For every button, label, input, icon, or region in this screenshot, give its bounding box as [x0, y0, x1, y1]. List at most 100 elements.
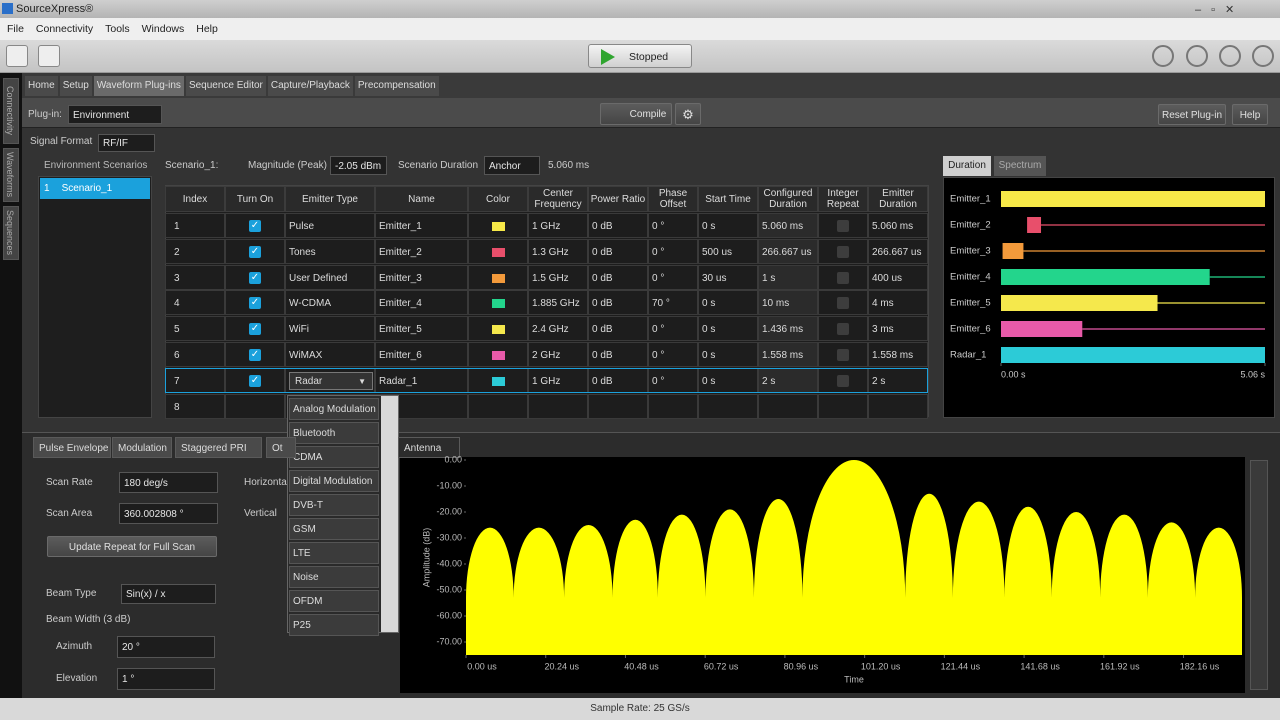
- dropdown-item[interactable]: OFDM: [289, 590, 379, 612]
- scan-area-field[interactable]: 360.002808 °: [119, 503, 218, 524]
- dropdown-item[interactable]: GSM: [289, 518, 379, 540]
- duration-mode-select[interactable]: Anchor: [484, 156, 540, 175]
- checkbox[interactable]: ✓: [249, 323, 261, 336]
- cell-text: 0 dB: [592, 246, 613, 258]
- table-cell[interactable]: [468, 367, 528, 393]
- tool-button[interactable]: [1219, 45, 1241, 67]
- dropdown-item[interactable]: CDMA: [289, 446, 379, 468]
- dropdown-item[interactable]: Digital Modulation: [289, 470, 379, 492]
- checkbox[interactable]: [837, 245, 849, 258]
- checkbox[interactable]: [837, 220, 849, 232]
- table-cell[interactable]: Radar_1: [375, 367, 468, 393]
- azimuth-field[interactable]: 20 °: [117, 636, 215, 658]
- update-button[interactable]: Update Repeat for Full Scan: [47, 536, 217, 557]
- table-cell[interactable]: 0 °: [648, 367, 698, 393]
- side-tab[interactable]: Sequences: [3, 206, 19, 260]
- row-index: 8: [174, 401, 180, 413]
- cell-text: 1 GHz: [532, 221, 561, 232]
- table-cell[interactable]: ✓: [225, 367, 285, 393]
- bottom-tab[interactable]: Staggered PRI: [175, 437, 262, 458]
- tool-button[interactable]: [1252, 45, 1274, 67]
- checkbox[interactable]: ✓: [249, 374, 261, 387]
- plugin-select[interactable]: Environment: [68, 105, 162, 124]
- checkbox[interactable]: [837, 323, 849, 336]
- duration-tab[interactable]: Duration: [943, 156, 991, 176]
- beam-type-select[interactable]: Sin(x) / x: [121, 584, 216, 604]
- color-swatch[interactable]: [492, 351, 505, 360]
- reset-button[interactable]: Reset Plug-in: [1158, 104, 1226, 125]
- duration-tab[interactable]: Spectrum: [994, 156, 1046, 176]
- tab[interactable]: Capture/Playback: [267, 76, 353, 96]
- table-cell[interactable]: [818, 367, 868, 393]
- checkbox[interactable]: [837, 374, 849, 387]
- emitter-type-combo[interactable]: Radar ▼: [289, 371, 373, 390]
- compile-label: Compile: [629, 109, 667, 120]
- bottom-tab[interactable]: Antenna: [398, 437, 460, 458]
- settings-button[interactable]: ⚙: [675, 103, 701, 125]
- tab[interactable]: Sequence Editor: [185, 76, 266, 96]
- bottom-tab[interactable]: Modulation: [112, 437, 172, 458]
- tab[interactable]: Setup: [59, 76, 92, 96]
- tool-button[interactable]: [1186, 45, 1208, 67]
- table-cell[interactable]: 1 GHz: [528, 367, 588, 393]
- table-cell[interactable]: 2 s: [758, 367, 818, 393]
- checkbox[interactable]: [837, 271, 849, 284]
- dropdown-scrollbar[interactable]: [381, 396, 398, 632]
- table-cell[interactable]: 0 s: [698, 367, 758, 393]
- color-swatch[interactable]: [492, 325, 505, 335]
- dropdown-item[interactable]: P25: [289, 614, 379, 636]
- color-swatch[interactable]: [492, 222, 505, 231]
- window-controls[interactable]: –▫✕: [1195, 4, 1245, 16]
- column-header: Color: [468, 186, 528, 212]
- tab[interactable]: Precompensation: [354, 76, 439, 96]
- checkbox[interactable]: ✓: [249, 349, 261, 361]
- side-tab[interactable]: Connectivity: [3, 78, 19, 144]
- checkbox[interactable]: [837, 349, 849, 361]
- table-cell: Emitter_4: [375, 290, 468, 316]
- scan-rate-field[interactable]: 180 deg/s: [119, 472, 218, 493]
- menu-item[interactable]: Tools: [105, 23, 130, 35]
- tab[interactable]: Home: [25, 76, 58, 96]
- dropdown-item[interactable]: Noise: [289, 566, 379, 588]
- scenario-item[interactable]: 1 Scenario_1: [40, 178, 150, 199]
- signal-format-select[interactable]: RF/IF: [98, 134, 155, 152]
- bottom-tab[interactable]: Pulse Envelope: [33, 437, 111, 458]
- menu-item[interactable]: Windows: [141, 23, 185, 35]
- checkbox[interactable]: ✓: [249, 297, 261, 310]
- table-cell[interactable]: 7: [165, 367, 225, 393]
- magnitude-field[interactable]: -2.05 dBm: [330, 156, 387, 175]
- side-tab[interactable]: Waveforms: [3, 148, 19, 202]
- menu-item[interactable]: Help: [196, 23, 218, 35]
- row-index: 3: [174, 272, 180, 284]
- table-cell: [868, 393, 928, 419]
- color-swatch[interactable]: [492, 299, 505, 309]
- open-button[interactable]: [6, 45, 28, 67]
- tab[interactable]: Waveform Plug-ins: [93, 76, 184, 96]
- emitter-type: Radar: [295, 375, 323, 387]
- checkbox[interactable]: ✓: [249, 271, 261, 284]
- dropdown-item[interactable]: LTE: [289, 542, 379, 564]
- menu-item[interactable]: File: [7, 23, 24, 35]
- compile-button[interactable]: Compile: [600, 103, 672, 125]
- help-button[interactable]: Help: [1232, 104, 1268, 125]
- bottom-tab[interactable]: Ot: [266, 437, 296, 458]
- table-cell[interactable]: 0 dB: [588, 367, 648, 393]
- menu-item[interactable]: Connectivity: [35, 23, 94, 35]
- save-button[interactable]: [38, 45, 60, 67]
- checkbox[interactable]: ✓: [249, 245, 261, 258]
- elevation-field[interactable]: 1 °: [117, 668, 215, 690]
- dropdown-item[interactable]: Analog Modulation: [289, 398, 379, 420]
- scrollbar[interactable]: [1250, 460, 1268, 690]
- color-swatch[interactable]: [492, 376, 505, 386]
- run-button[interactable]: Stopped: [588, 44, 692, 68]
- cell-text: 0 °: [652, 350, 665, 361]
- checkbox[interactable]: ✓: [249, 220, 261, 232]
- dropdown-item[interactable]: Bluetooth: [289, 422, 379, 444]
- table-cell[interactable]: 2 s: [868, 367, 928, 393]
- color-swatch[interactable]: [492, 273, 505, 283]
- dropdown-item[interactable]: DVB-T: [289, 494, 379, 516]
- color-swatch[interactable]: [492, 247, 505, 257]
- table-cell[interactable]: Radar ▼: [285, 367, 375, 393]
- checkbox[interactable]: [837, 297, 849, 310]
- tool-button[interactable]: [1152, 45, 1174, 67]
